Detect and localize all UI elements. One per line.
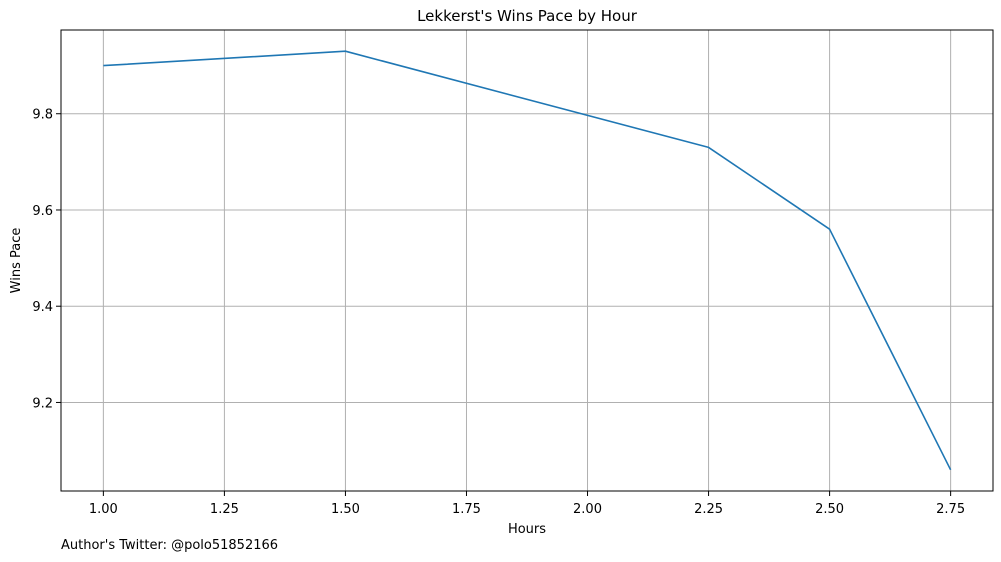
x-tick-label: 2.50 (815, 502, 844, 517)
tick-layer: 1.00 1.25 1.50 1.75 2.00 2.25 2.50 2.75 9.2 9.4 9.… (32, 108, 965, 517)
y-tick-label: 9.2 (32, 396, 53, 411)
y-tick-label: 9.8 (32, 108, 53, 123)
chart-title: Lekkerst's Wins Pace by Hour (417, 7, 638, 25)
x-tick-label: 1.75 (452, 502, 481, 517)
y-axis-label: Wins Pace (9, 228, 24, 294)
series-layer (103, 50, 952, 471)
x-tick-label: 1.00 (89, 502, 118, 517)
y-tick-label: 9.4 (32, 300, 53, 315)
x-tick-label: 1.25 (210, 502, 239, 517)
x-tick-label: 2.75 (936, 502, 965, 517)
series-line (103, 50, 952, 471)
x-tick-label: 1.50 (331, 502, 360, 517)
x-axis-label: Hours (508, 522, 546, 537)
x-tick-label: 2.00 (573, 502, 602, 517)
y-tick-label: 9.6 (32, 204, 53, 219)
plot-frame (60, 29, 994, 492)
author-credit: Author's Twitter: @polo51852166 (61, 538, 279, 553)
x-tick-label: 2.25 (694, 502, 723, 517)
grid-lines (61, 30, 993, 491)
